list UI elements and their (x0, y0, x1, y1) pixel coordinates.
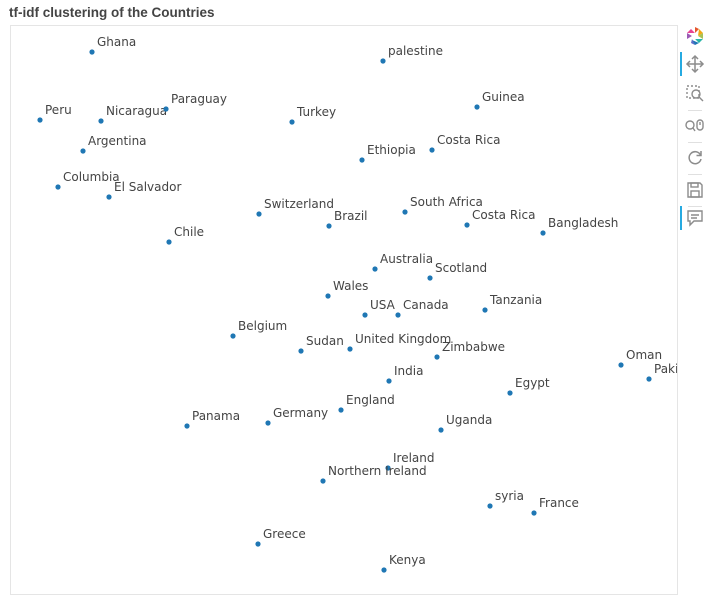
point-label: India (394, 364, 423, 378)
chart-title: tf-idf clustering of the Countries (9, 5, 215, 20)
point-label: syria (495, 489, 524, 503)
point-label: Greece (263, 527, 306, 541)
data-point[interactable] (37, 117, 43, 123)
point-label: England (346, 393, 395, 407)
data-point[interactable] (106, 194, 112, 200)
data-point[interactable] (438, 427, 444, 433)
data-point[interactable] (531, 510, 537, 516)
point-label: Sudan (306, 334, 344, 348)
point-label: Germany (273, 406, 328, 420)
data-point[interactable] (618, 362, 624, 368)
point-label: Egypt (515, 376, 550, 390)
point-label: Canada (403, 298, 449, 312)
point-label: Northern Ireland (328, 464, 427, 478)
data-point[interactable] (55, 184, 61, 190)
point-label: USA (370, 298, 396, 312)
data-point[interactable] (434, 354, 440, 360)
data-point[interactable] (98, 118, 104, 124)
point-label: El Salvador (114, 180, 181, 194)
point-label: Belgium (238, 319, 287, 333)
pan-icon[interactable] (680, 52, 708, 76)
data-point[interactable] (359, 157, 365, 163)
point-label: Turkey (296, 105, 336, 119)
toolbar (680, 24, 710, 244)
point-label: Paraguay (171, 92, 227, 106)
plot-area[interactable]: Ghana palestine Peru Nicaragua Paraguay Turke… (10, 25, 678, 595)
scatter-plot[interactable]: Ghana palestine Peru Nicaragua Paraguay Turke… (11, 26, 678, 595)
point-label: Guinea (482, 90, 525, 104)
point-label: Columbia (63, 170, 120, 184)
data-point[interactable] (320, 478, 326, 484)
point-label: Brazil (334, 209, 368, 223)
point-label: Panama (192, 409, 240, 423)
data-point[interactable] (507, 390, 513, 396)
point-label: Australia (380, 252, 433, 266)
data-point[interactable] (80, 148, 86, 154)
data-point[interactable] (427, 275, 433, 281)
point-label: Peru (45, 103, 72, 117)
data-point[interactable] (184, 423, 190, 429)
point-label: Tanzania (489, 293, 542, 307)
point-label: Nicaragua (106, 104, 167, 118)
data-point[interactable] (265, 420, 271, 426)
data-point[interactable] (166, 239, 172, 245)
data-point[interactable] (298, 348, 304, 354)
data-point[interactable] (372, 266, 378, 272)
point-label: Ireland (393, 451, 435, 465)
data-point[interactable] (256, 211, 262, 217)
reset-icon[interactable] (682, 146, 708, 170)
data-point[interactable] (289, 119, 295, 125)
data-point[interactable] (325, 293, 331, 299)
point-label: Ethiopia (367, 143, 416, 157)
point-label: Scotland (435, 261, 487, 275)
point-label: Chile (174, 225, 204, 239)
data-point[interactable] (395, 312, 401, 318)
data-point[interactable] (163, 106, 169, 112)
point-label: Bangladesh (548, 216, 618, 230)
point-label: Pakistan (654, 362, 678, 376)
save-icon[interactable] (682, 178, 708, 202)
point-label: palestine (388, 44, 443, 58)
point-label: Ghana (97, 35, 136, 49)
wheel-zoom-icon[interactable] (682, 114, 708, 138)
data-point[interactable] (474, 104, 480, 110)
point-label: United Kingdom (355, 332, 451, 346)
point-label: Costa Rica (437, 133, 500, 147)
data-point[interactable] (487, 503, 493, 509)
point-label: Switzerland (264, 197, 334, 211)
point-label: Wales (333, 279, 368, 293)
data-point[interactable] (464, 222, 470, 228)
data-point[interactable] (347, 346, 353, 352)
data-point[interactable] (338, 407, 344, 413)
data-point[interactable] (255, 541, 261, 547)
point-label: Argentina (88, 134, 147, 148)
point-label: South Africa (410, 195, 483, 209)
data-point[interactable] (230, 333, 236, 339)
data-point[interactable] (380, 58, 386, 64)
point-label: Kenya (389, 553, 426, 567)
data-point[interactable] (362, 312, 368, 318)
point-label: Uganda (446, 413, 492, 427)
data-point[interactable] (385, 465, 391, 471)
bokeh-logo-icon[interactable] (682, 24, 708, 48)
data-point[interactable] (386, 378, 392, 384)
data-point[interactable] (402, 209, 408, 215)
point-label: Costa Rica (472, 208, 535, 222)
data-point[interactable] (381, 567, 387, 573)
data-point[interactable] (89, 49, 95, 55)
point-label: Zimbabwe (442, 340, 505, 354)
data-point[interactable] (326, 223, 332, 229)
data-point[interactable] (540, 230, 546, 236)
point-label: Oman (626, 348, 662, 362)
point-label: France (539, 496, 579, 510)
data-point[interactable] (482, 307, 488, 313)
box-zoom-icon[interactable] (682, 82, 708, 106)
data-point[interactable] (429, 147, 435, 153)
data-point[interactable] (646, 376, 652, 382)
hover-icon[interactable] (680, 206, 708, 230)
